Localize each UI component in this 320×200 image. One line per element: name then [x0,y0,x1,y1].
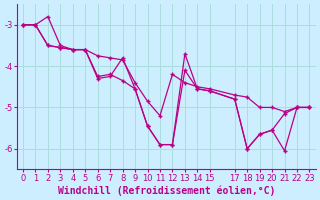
X-axis label: Windchill (Refroidissement éolien,°C): Windchill (Refroidissement éolien,°C) [58,185,275,196]
